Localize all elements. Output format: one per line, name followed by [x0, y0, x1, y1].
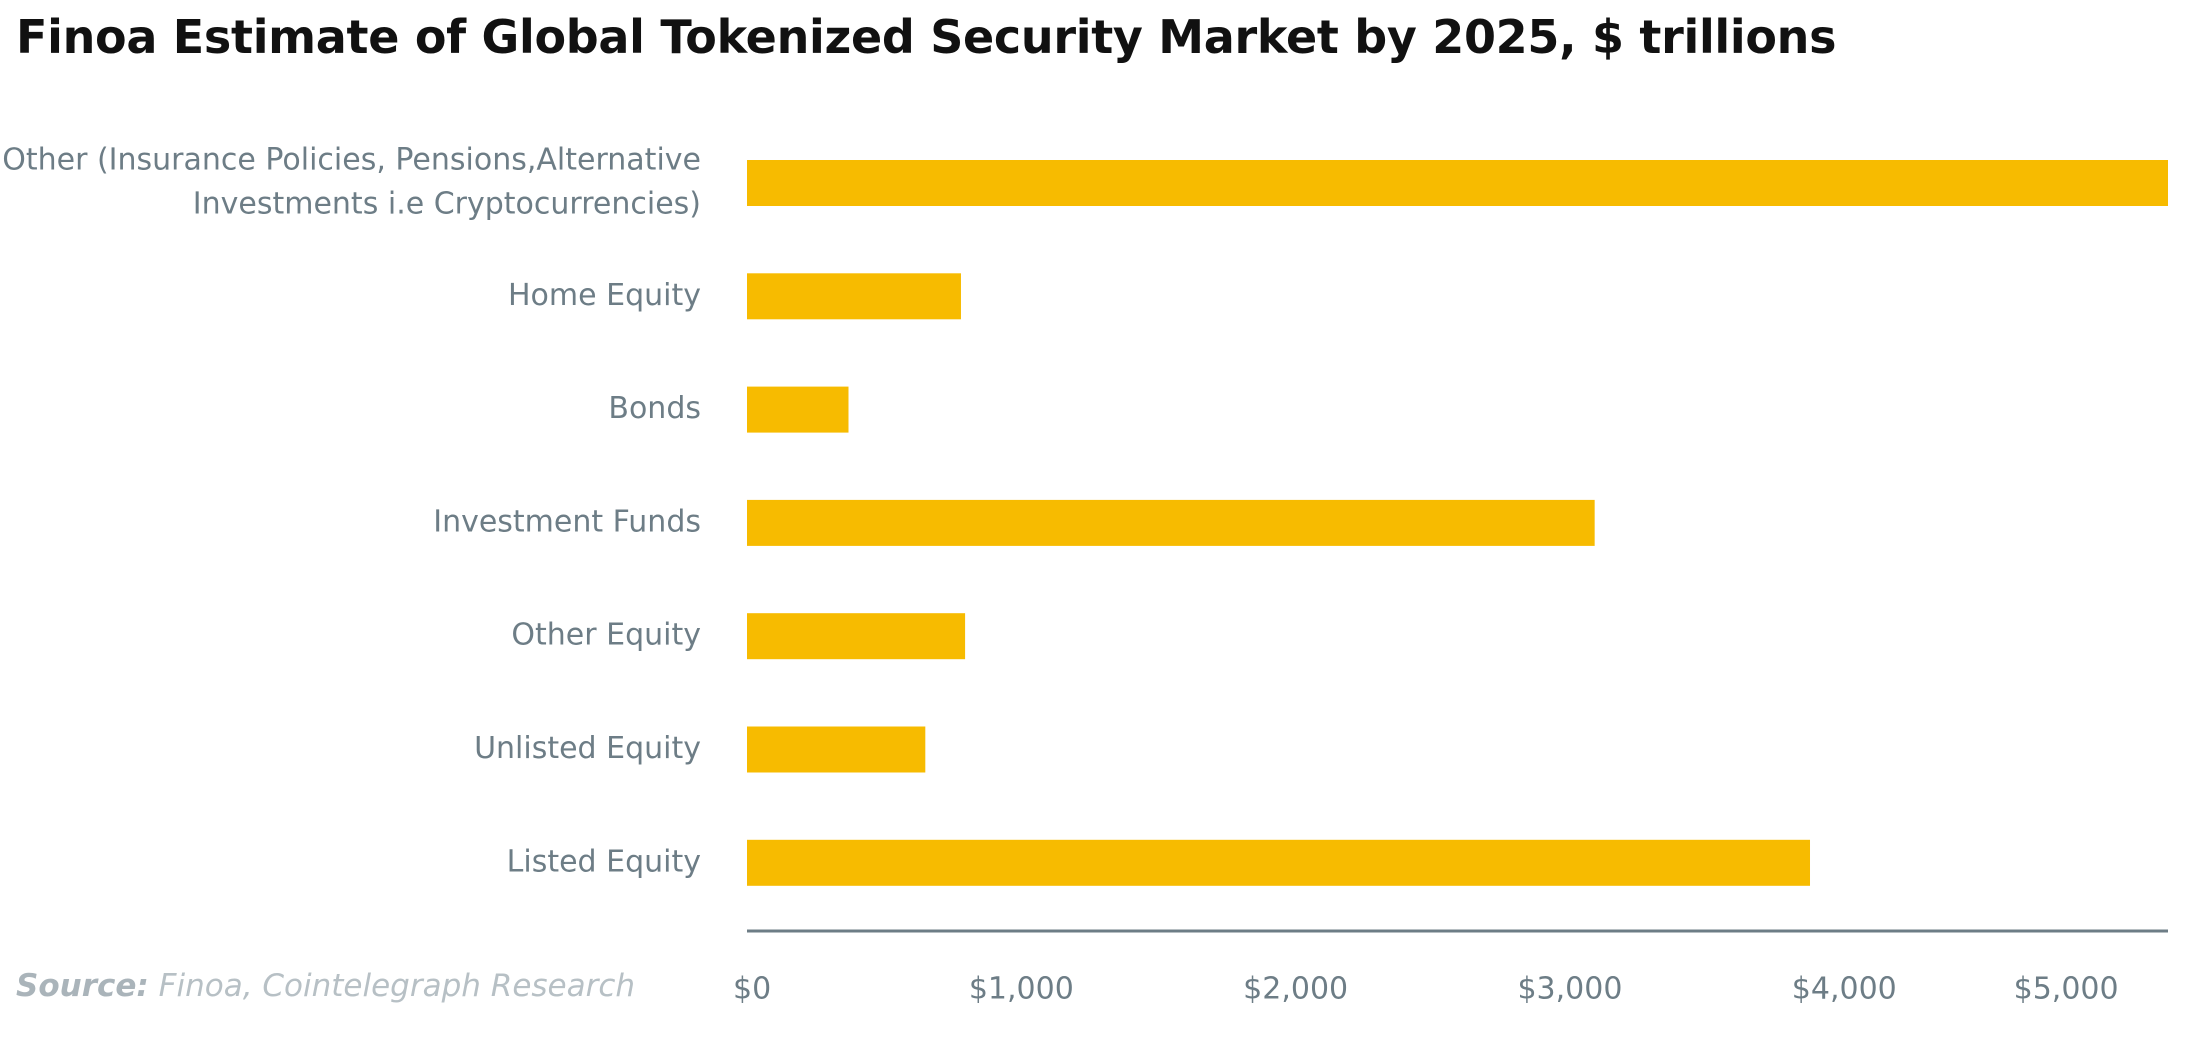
category-label: Other Equity [511, 618, 701, 653]
bar [747, 839, 1811, 886]
x-tick-label: $2,000 [1243, 972, 1348, 1007]
bars-group [747, 160, 2168, 886]
source-label: Source: [16, 968, 149, 1004]
chart-title: Finoa Estimate of Global Tokenized Secur… [16, 10, 1837, 64]
bar [747, 160, 2168, 206]
category-label: Other (Insurance Policies, Pensions,Alte… [2, 143, 701, 222]
category-label-line: Other (Insurance Policies, Pensions,Alte… [2, 143, 701, 178]
category-label: Listed Equity [507, 844, 701, 879]
category-label-line: Home Equity [508, 278, 701, 313]
bar [747, 386, 849, 433]
category-label: Home Equity [508, 278, 701, 313]
category-label-line: Investment Funds [433, 504, 701, 539]
category-labels-group: Other (Insurance Policies, Pensions,Alte… [2, 143, 701, 880]
bar [747, 726, 926, 773]
bar [747, 613, 966, 660]
source-note: Source: Finoa, Cointelegraph Research [16, 968, 635, 1004]
category-label-line: Listed Equity [507, 844, 701, 879]
x-tick-labels-group: $0 $1,000 $2,000 $3,000 $4,000 $5,000 [733, 972, 2119, 1007]
bar [747, 273, 961, 320]
x-tick-label: $3,000 [1517, 972, 1622, 1007]
category-label-line: Bonds [608, 391, 701, 426]
x-tick-label: $0 [733, 972, 771, 1007]
bar [747, 499, 1595, 546]
x-tick-label: $1,000 [969, 972, 1074, 1007]
category-label: Bonds [608, 391, 701, 426]
category-label: Investment Funds [433, 504, 701, 539]
x-tick-label: $5,000 [2014, 972, 2119, 1007]
category-label-line: Unlisted Equity [474, 731, 701, 766]
category-label-line: Investments i.e Cryptocurrencies) [193, 187, 701, 222]
category-label-line: Other Equity [511, 618, 701, 653]
x-tick-label: $4,000 [1792, 972, 1897, 1007]
source-text: Finoa, Cointelegraph Research [158, 968, 636, 1004]
category-label: Unlisted Equity [474, 731, 701, 766]
